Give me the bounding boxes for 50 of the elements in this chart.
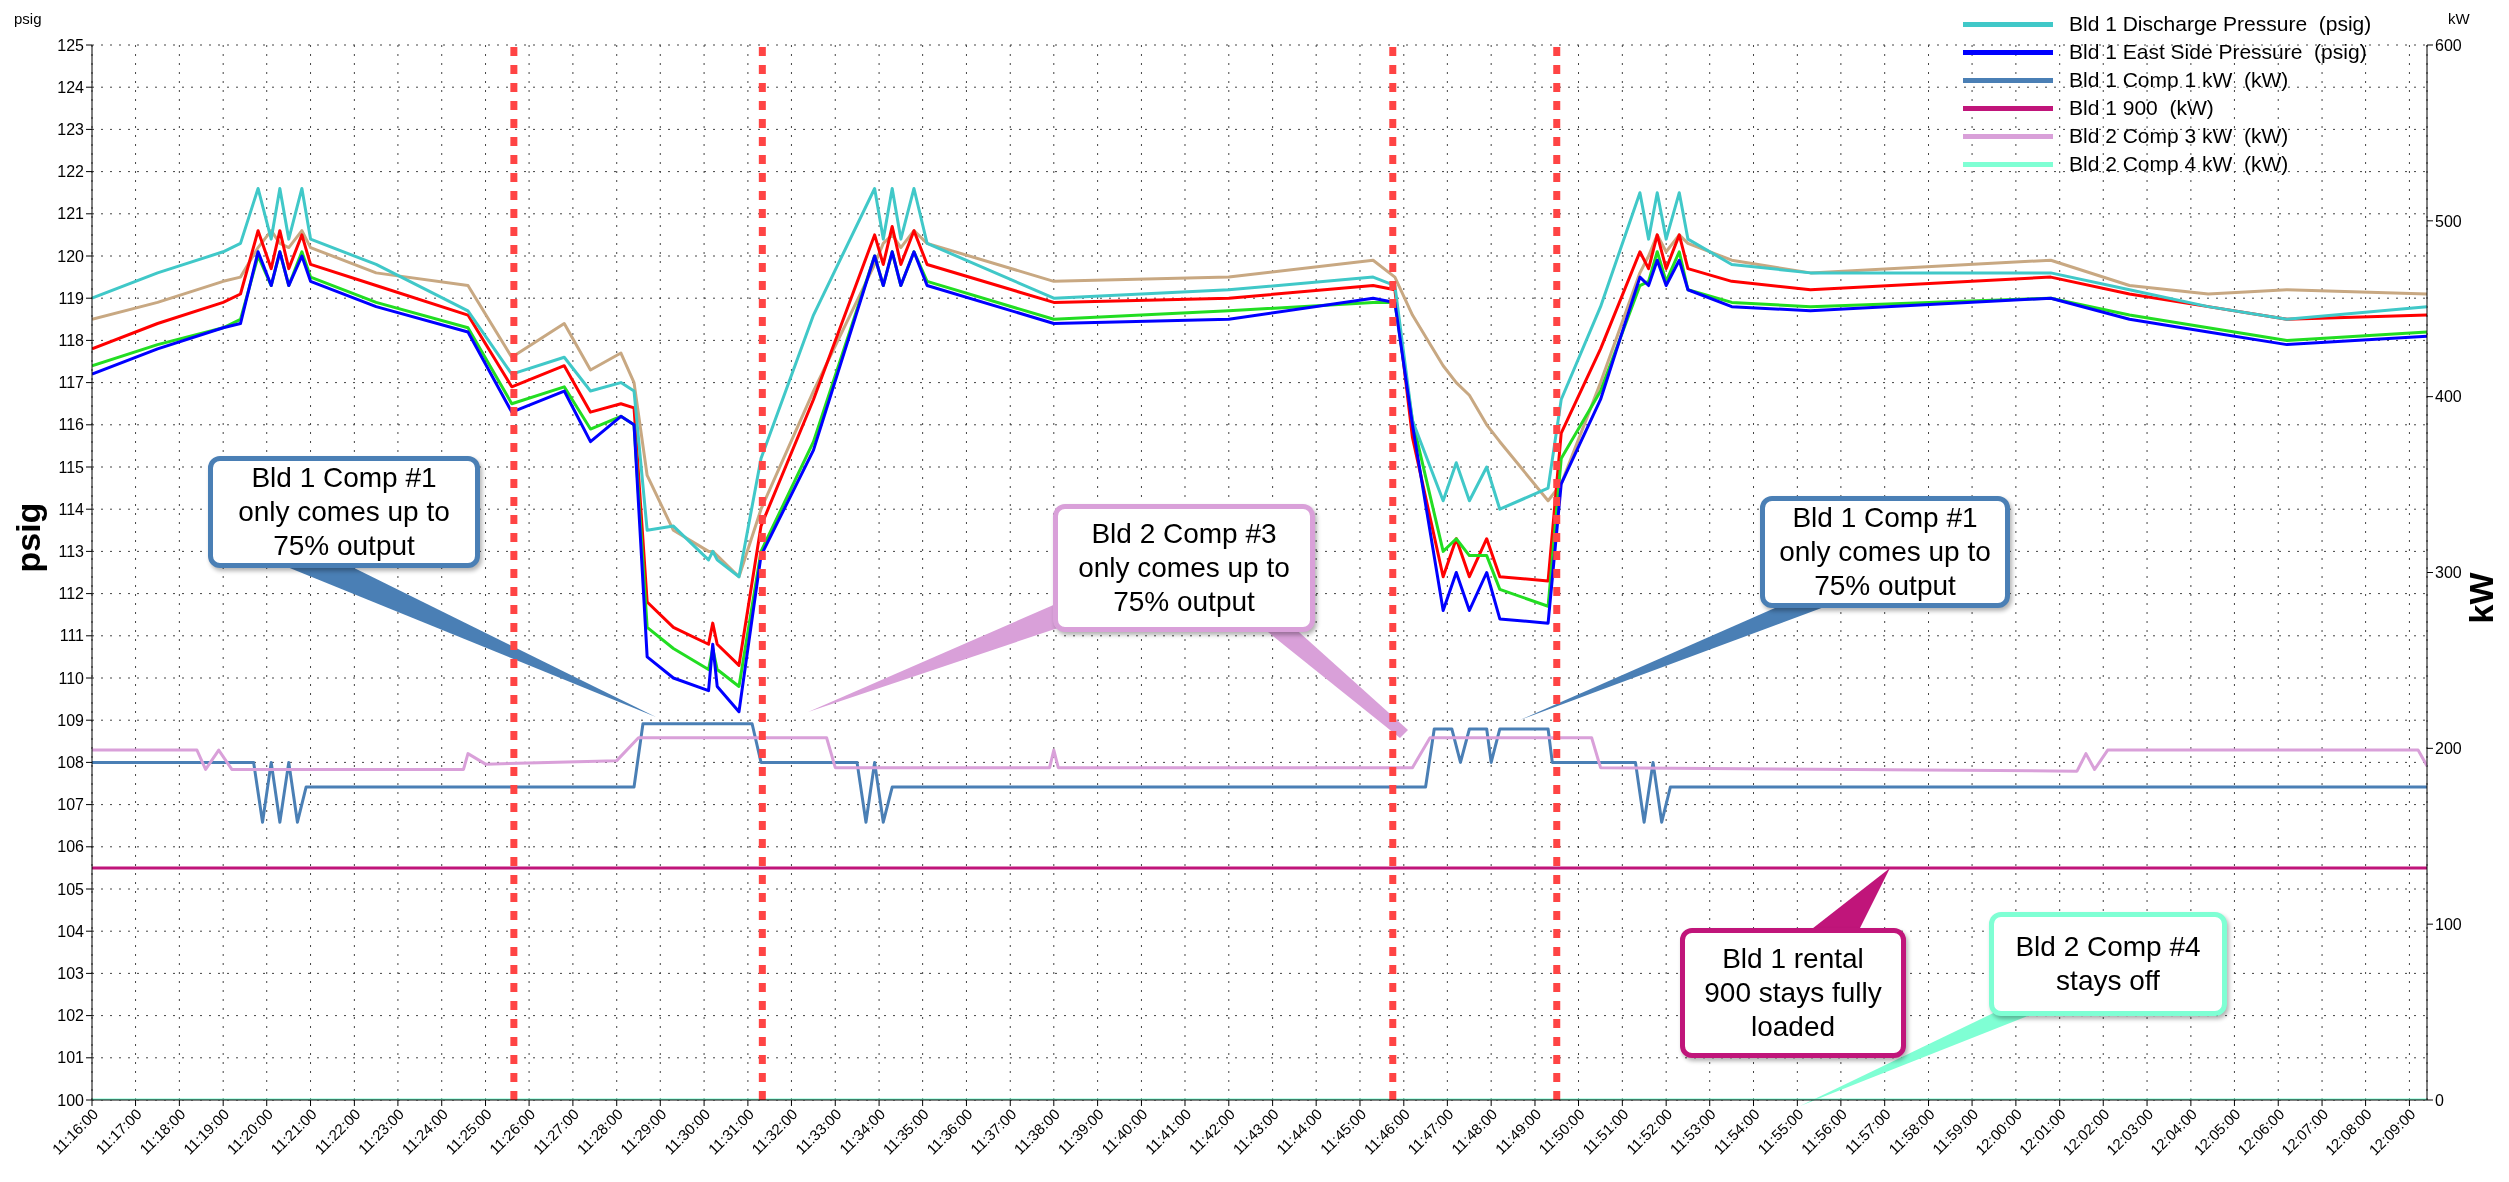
y-tick-label: 106	[57, 838, 85, 856]
y-tick-label: 102	[57, 1007, 85, 1025]
y-tick-label: 125	[57, 36, 85, 54]
y-tick-label: 110	[58, 669, 85, 687]
annotation: Bld 1 Comp #1 only comes up to 75% output	[1778, 501, 1992, 603]
y-tick-label: 109	[57, 711, 85, 729]
y-tick-label: 123	[57, 121, 85, 139]
legend-label: Bld 1 Comp 1 kW (kW)	[2069, 67, 2289, 93]
y-tick-label: 118	[58, 332, 85, 350]
annotation: Bld 1 rental 900 stays fully loaded	[1703, 942, 1883, 1044]
text: psig	[14, 10, 42, 27]
y2-tick-label: 500	[2435, 212, 2462, 230]
line-series	[92, 736, 2427, 773]
y2-tick-label: 400	[2435, 388, 2462, 406]
y-tick-label: 117	[58, 374, 85, 392]
annotation: Bld 2 Comp #4 stays off	[2014, 930, 2202, 998]
legend-label: Bld 1 Discharge Pressure (psig)	[2069, 11, 2372, 37]
legend-label: Bld 2 Comp 3 kW (kW)	[2069, 123, 2289, 149]
y-tick-label: 114	[58, 500, 85, 518]
annotation: Bld 1 Comp #1 only comes up to 75% output	[237, 461, 451, 563]
y2-axis-title: kW	[2462, 571, 2501, 624]
y-tick-label: 108	[57, 754, 85, 772]
y-tick-label: 105	[57, 880, 85, 898]
y2-tick-label: 300	[2435, 564, 2462, 582]
y-axis-title: psig	[9, 502, 48, 573]
y2-tick-label: 100	[2435, 915, 2462, 933]
y-tick-label: 124	[57, 78, 85, 96]
y-tick-label: 100	[57, 1091, 85, 1109]
legend-label: Bld 2 Comp 4 kW (kW)	[2069, 151, 2289, 177]
legend-label: Bld 1 900 (kW)	[2069, 95, 2214, 121]
y-tick-label: 107	[57, 796, 85, 814]
y-tick-label: 122	[57, 163, 85, 181]
y-tick-label: 120	[57, 247, 85, 265]
y2-tick-label: 200	[2435, 740, 2462, 758]
y-tick-label: 103	[57, 965, 85, 983]
text: kW	[2448, 10, 2470, 27]
y-tick-label: 113	[58, 543, 85, 561]
y2-tick-label: 0	[2435, 1091, 2444, 1109]
y-tick-label: 101	[57, 1049, 85, 1067]
y-tick-label: 116	[58, 416, 85, 434]
annotation: Bld 2 Comp #3 only comes up to 75% output	[1077, 517, 1291, 619]
y-tick-label: 121	[57, 205, 85, 223]
y-tick-label: 111	[59, 627, 85, 645]
y-tick-label: 115	[58, 458, 85, 476]
legend-label: Bld 1 East Side Pressure (psig)	[2069, 39, 2367, 65]
y-tick-label: 104	[57, 922, 85, 940]
y-tick-label: 119	[58, 289, 85, 307]
y-tick-label: 112	[58, 585, 85, 603]
y2-tick-label: 600	[2435, 36, 2462, 54]
line-series	[92, 722, 2427, 824]
